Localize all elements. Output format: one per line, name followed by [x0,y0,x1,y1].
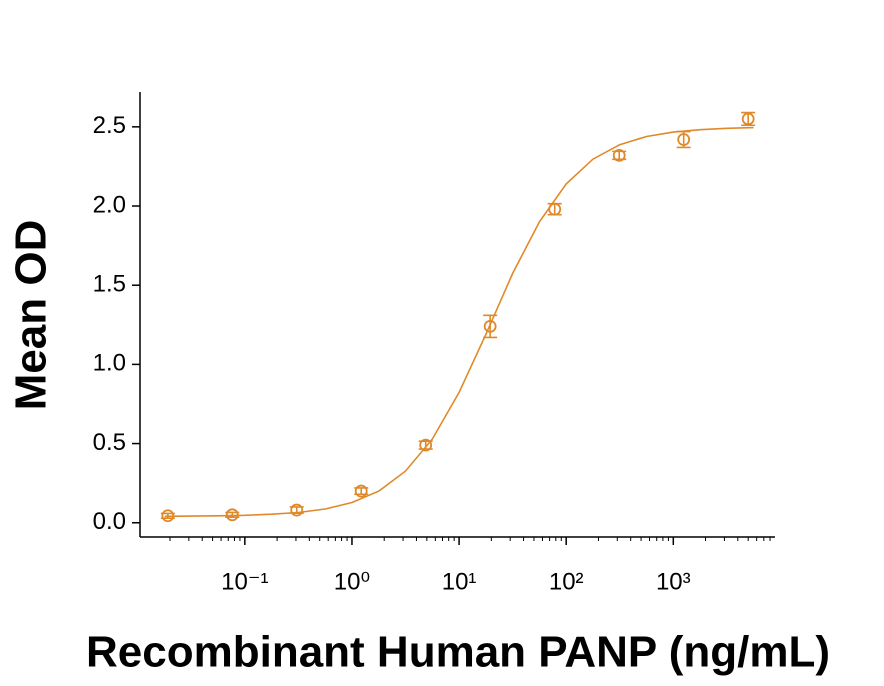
x-tick-label: 10⁰ [334,568,370,595]
y-tick-label: 0.5 [93,429,126,456]
error-bar [483,314,498,339]
x-axis-title: Recombinant Human PANP (ng/mL) [86,628,830,677]
y-axis-title: Mean OD [7,220,56,411]
data-point [161,509,175,523]
data-point [290,503,304,517]
x-tick-label: 10² [549,568,584,595]
x-tick-label: 10¹ [442,568,477,595]
x-tick-label: 10⁻¹ [221,568,268,595]
y-tick-label: 1.5 [93,271,126,298]
y-tick-label: 0.0 [93,508,126,535]
y-tick-label: 1.0 [93,350,126,377]
data-point [354,484,368,498]
y-tick-label: 2.5 [93,112,126,139]
data-point [612,148,626,162]
data-point [677,133,691,146]
data-point [548,202,562,216]
data-point [419,438,433,452]
data-point [741,112,755,126]
x-tick-label: 10³ [656,568,691,595]
fit-curve [164,126,754,518]
data-point [483,319,497,333]
y-tick-label: 2.0 [93,191,126,218]
data-point [225,508,239,522]
